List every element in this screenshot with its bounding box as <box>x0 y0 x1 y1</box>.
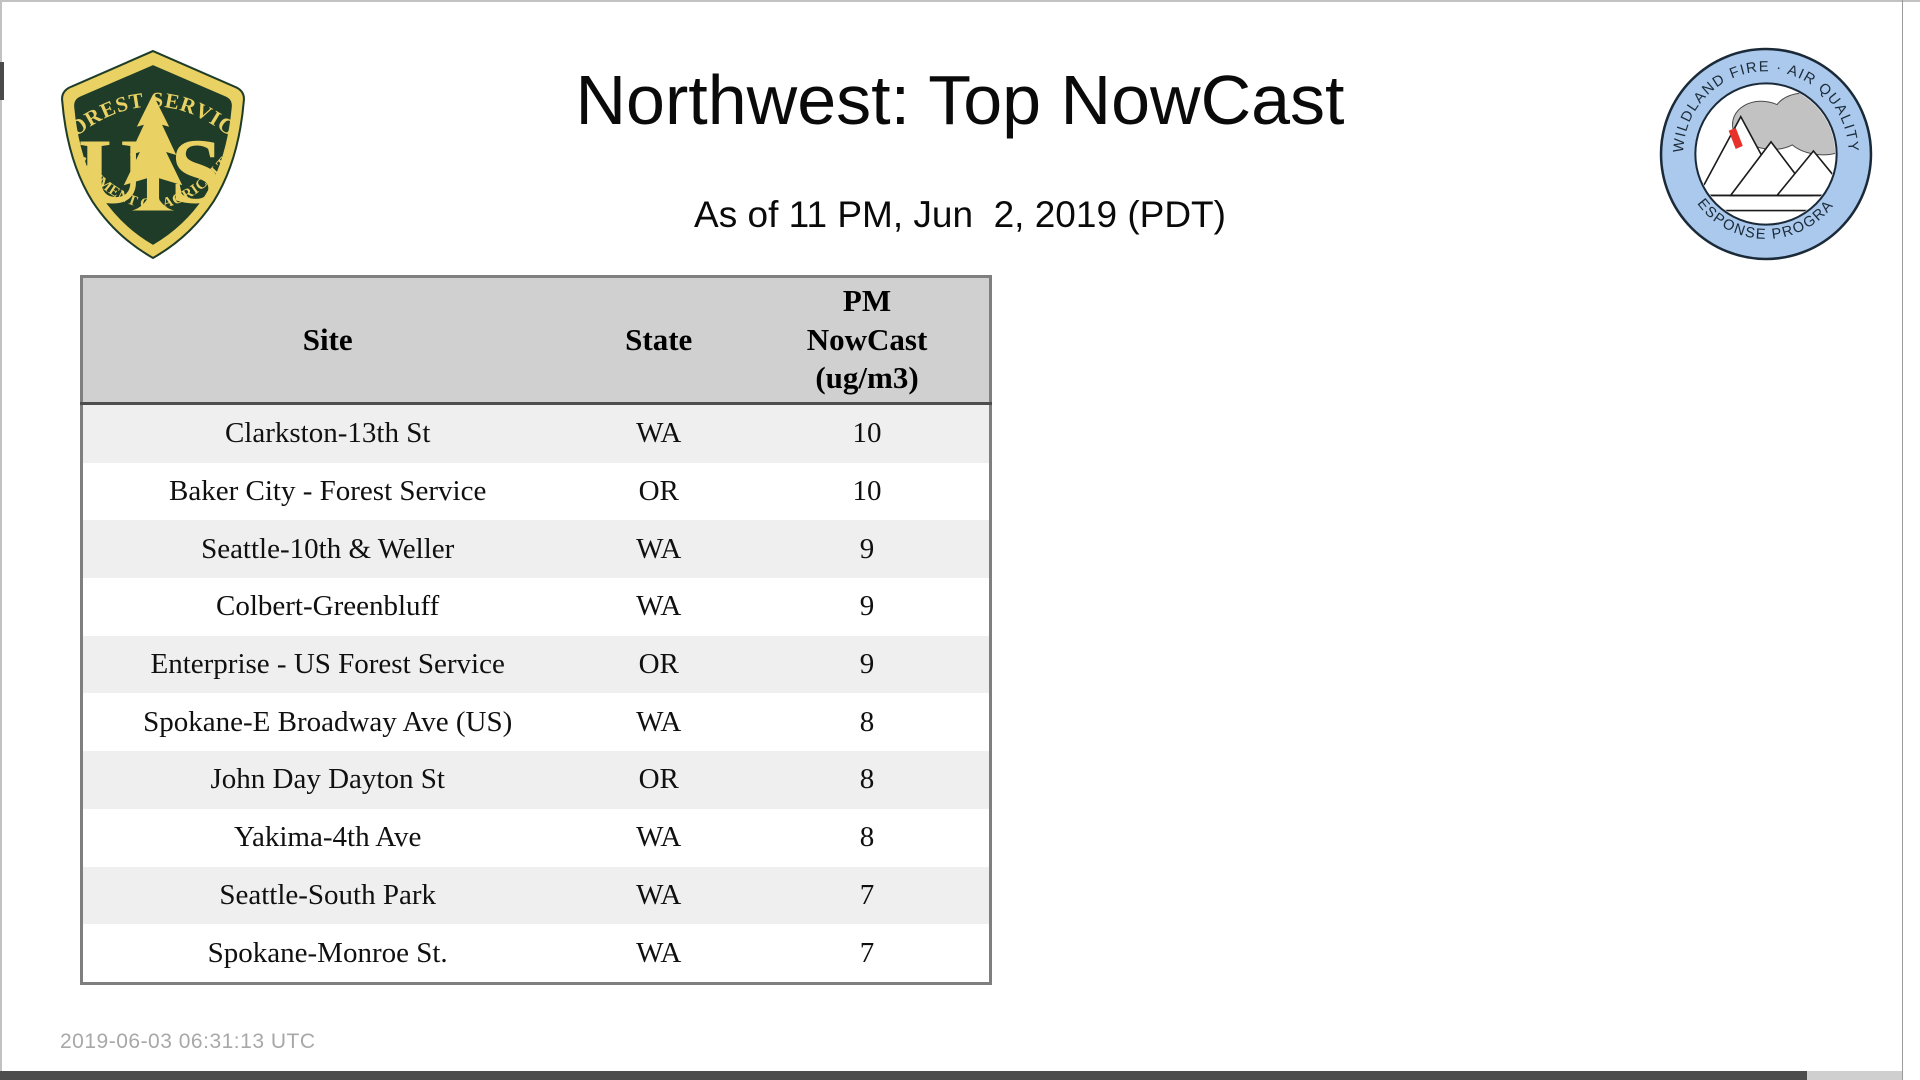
table-row: John Day Dayton St OR 8 <box>81 751 991 809</box>
col-header-site: Site <box>81 276 573 405</box>
state-cell: WA <box>572 808 746 867</box>
col-header-state: State <box>572 276 746 405</box>
frame-border-left <box>0 0 2 1080</box>
site-cell: Seattle-10th & Weller <box>81 520 573 579</box>
pm-cell: 9 <box>745 635 991 694</box>
state-cell: WA <box>572 693 746 752</box>
pm-cell: 10 <box>745 462 991 521</box>
pm-cell: 9 <box>745 578 991 636</box>
state-cell: WA <box>572 866 746 925</box>
state-cell: WA <box>572 578 746 636</box>
table-row: Yakima-4th Ave WA 8 <box>81 808 991 867</box>
table-row: Colbert-Greenbluff WA 9 <box>81 578 991 636</box>
window-bottom-bar <box>0 1071 1807 1080</box>
table-row: Clarkston-13th St WA 10 <box>81 403 991 463</box>
pm-cell: 7 <box>745 866 991 925</box>
site-cell: Colbert-Greenbluff <box>81 578 573 636</box>
pm-cell: 7 <box>745 924 991 984</box>
table-row: Seattle-10th & Weller WA 9 <box>81 520 991 579</box>
state-cell: OR <box>572 635 746 694</box>
site-cell: Enterprise - US Forest Service <box>81 635 573 694</box>
pm-cell: 10 <box>745 403 991 463</box>
state-cell: WA <box>572 924 746 984</box>
table-row: Enterprise - US Forest Service OR 9 <box>81 635 991 694</box>
frame-border-right <box>1902 0 1903 1080</box>
table-row: Seattle-South Park WA 7 <box>81 866 991 925</box>
pm-cell: 9 <box>745 520 991 579</box>
table-row: Spokane-Monroe St. WA 7 <box>81 924 991 984</box>
state-cell: OR <box>572 462 746 521</box>
table-row: Baker City - Forest Service OR 10 <box>81 462 991 521</box>
edge-artifact-dash <box>0 62 4 100</box>
pm-cell: 8 <box>745 808 991 867</box>
forest-service-logo: FOREST SERVICE U S DEPARTMENT OF AGRICUL… <box>50 48 245 260</box>
site-cell: Spokane-E Broadway Ave (US) <box>81 693 573 752</box>
fire-mark <box>1728 127 1743 149</box>
generated-timestamp: 2019-06-03 06:31:13 UTC <box>60 1030 316 1053</box>
page-title: Northwest: Top NowCast <box>575 61 1345 139</box>
site-cell: Baker City - Forest Service <box>81 462 573 521</box>
state-cell: WA <box>572 520 746 579</box>
state-cell: WA <box>572 403 746 463</box>
state-cell: OR <box>572 751 746 809</box>
table-header-row: Site State PM NowCast (ug/m3) <box>81 276 991 405</box>
site-cell: John Day Dayton St <box>81 751 573 809</box>
window-bottom-bar-end <box>1807 1071 1902 1080</box>
site-cell: Spokane-Monroe St. <box>81 924 573 984</box>
table-row: Spokane-E Broadway Ave (US) WA 8 <box>81 693 991 752</box>
site-cell: Seattle-South Park <box>81 866 573 925</box>
site-cell: Clarkston-13th St <box>81 403 573 463</box>
wfaqrp-logo: WILDLAND FIRE · AIR QUALITY RESPONSE PRO… <box>1658 46 1873 261</box>
us-letter-s: S <box>171 120 223 223</box>
pm-cell: 8 <box>745 751 991 809</box>
frame-border-top <box>0 0 1920 2</box>
col-header-pm-nowcast: PM NowCast (ug/m3) <box>745 276 991 405</box>
page-subtitle: As of 11 PM, Jun 2, 2019 (PDT) <box>694 194 1226 235</box>
pm-cell: 8 <box>745 693 991 752</box>
nowcast-table: Site State PM NowCast (ug/m3) Clarkston-… <box>80 275 992 985</box>
pine-tree-icon <box>123 94 183 211</box>
site-cell: Yakima-4th Ave <box>81 808 573 867</box>
